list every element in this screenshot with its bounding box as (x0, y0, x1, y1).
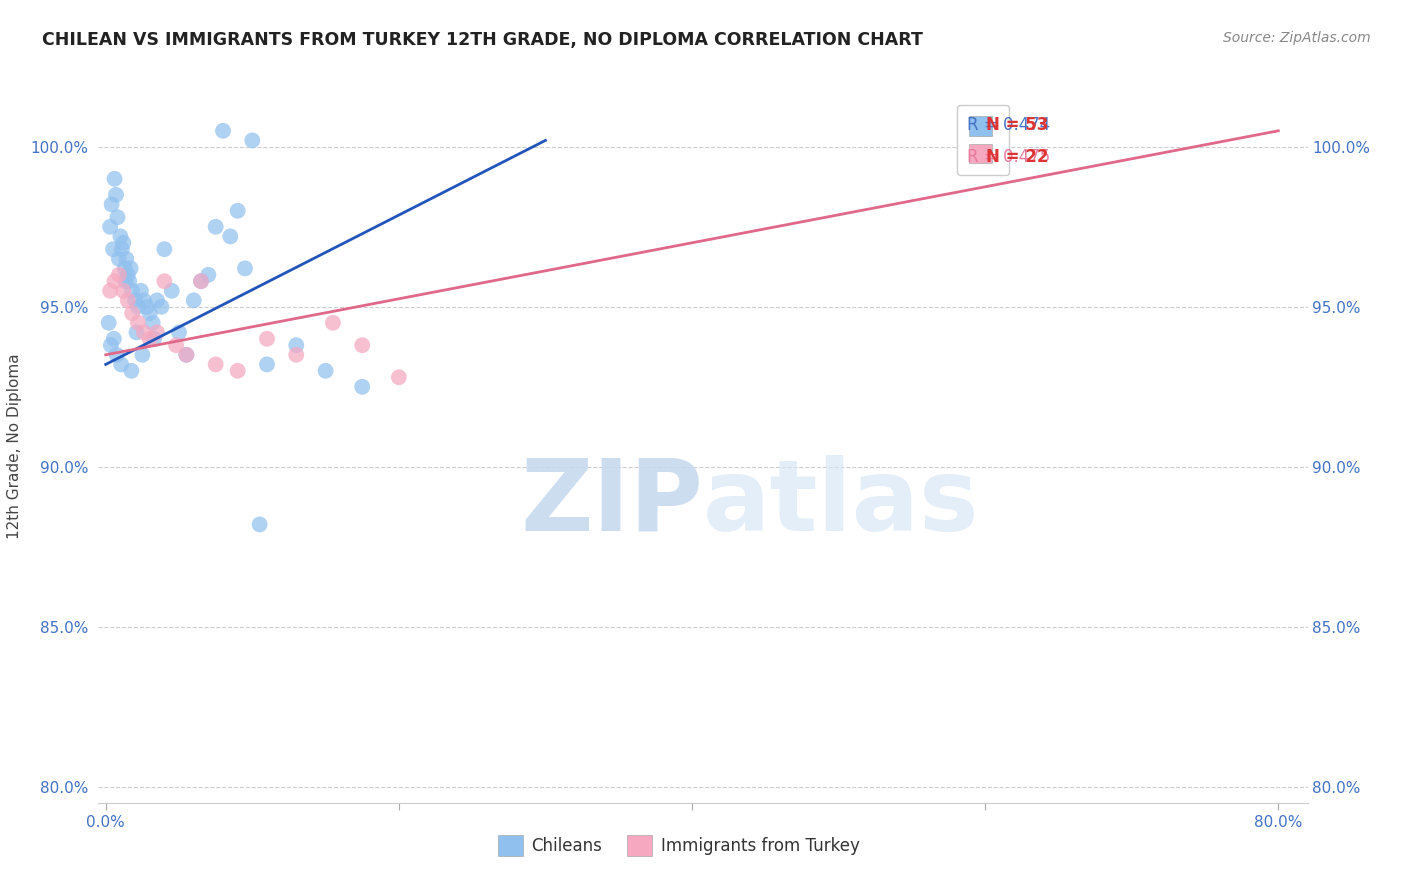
Text: CHILEAN VS IMMIGRANTS FROM TURKEY 12TH GRADE, NO DIPLOMA CORRELATION CHART: CHILEAN VS IMMIGRANTS FROM TURKEY 12TH G… (42, 31, 924, 49)
Point (117, 293, 139, 308)
Point (121, 306, 143, 320)
Text: R = 0.474: R = 0.474 (967, 117, 1050, 135)
Point (388, 370, 411, 384)
Point (352, 380, 374, 394)
Point (138, 306, 160, 320)
Point (131, 348, 153, 362)
Point (150, 300, 173, 314)
Point (285, 348, 308, 362)
Point (125, 326, 148, 340)
Legend: Chileans, Immigrants from Turkey: Chileans, Immigrants from Turkey (492, 829, 866, 863)
Point (153, 274, 176, 288)
Point (132, 326, 155, 340)
Text: R = 0.475: R = 0.475 (967, 148, 1050, 167)
Point (105, 187, 128, 202)
Point (197, 268, 219, 282)
Point (219, 229, 242, 244)
Point (107, 210, 129, 224)
Point (117, 268, 139, 282)
Point (204, 358, 226, 372)
Text: N = 22: N = 22 (987, 148, 1049, 167)
Point (120, 261, 142, 276)
Point (165, 338, 187, 352)
Point (240, 133, 263, 147)
Point (124, 293, 146, 308)
Point (176, 348, 198, 362)
Point (112, 235, 135, 250)
Point (127, 300, 149, 314)
Text: Source: ZipAtlas.com: Source: ZipAtlas.com (1223, 31, 1371, 45)
Point (103, 171, 125, 186)
Point (103, 332, 125, 346)
Point (153, 242, 176, 256)
Y-axis label: 12th Grade, No Diploma: 12th Grade, No Diploma (7, 353, 22, 539)
Point (176, 348, 198, 362)
Point (101, 242, 124, 256)
Point (256, 358, 278, 372)
Point (142, 316, 165, 330)
Point (108, 252, 131, 266)
Point (97, 316, 120, 330)
Point (110, 358, 132, 372)
Point (132, 293, 155, 308)
Text: N = 53: N = 53 (987, 117, 1049, 135)
Text: ZIP: ZIP (520, 455, 703, 551)
Point (190, 274, 212, 288)
Point (138, 332, 160, 346)
Point (118, 274, 141, 288)
Point (190, 274, 212, 288)
Point (115, 252, 138, 266)
Point (100, 338, 122, 352)
Point (226, 203, 249, 218)
Point (98, 284, 121, 298)
Point (233, 261, 256, 276)
Point (129, 284, 152, 298)
Point (100, 197, 122, 211)
Point (111, 242, 134, 256)
Point (110, 229, 132, 244)
Point (105, 348, 128, 362)
Point (135, 300, 157, 314)
Point (114, 261, 136, 276)
Point (249, 517, 271, 532)
Point (146, 326, 169, 340)
Point (285, 338, 308, 352)
Point (160, 284, 183, 298)
Point (103, 274, 125, 288)
Point (204, 219, 226, 234)
Point (121, 284, 143, 298)
Point (146, 293, 169, 308)
Point (114, 274, 136, 288)
Point (183, 293, 205, 308)
Text: atlas: atlas (703, 455, 980, 551)
Point (256, 332, 278, 346)
Point (112, 284, 135, 298)
Point (212, 124, 235, 138)
Point (143, 332, 166, 346)
Point (226, 364, 249, 378)
Point (315, 364, 337, 378)
Point (974, 124, 997, 138)
Point (120, 364, 142, 378)
Point (108, 268, 131, 282)
Point (127, 316, 149, 330)
Point (352, 338, 374, 352)
Point (167, 326, 190, 340)
Point (98, 219, 121, 234)
Point (322, 316, 344, 330)
